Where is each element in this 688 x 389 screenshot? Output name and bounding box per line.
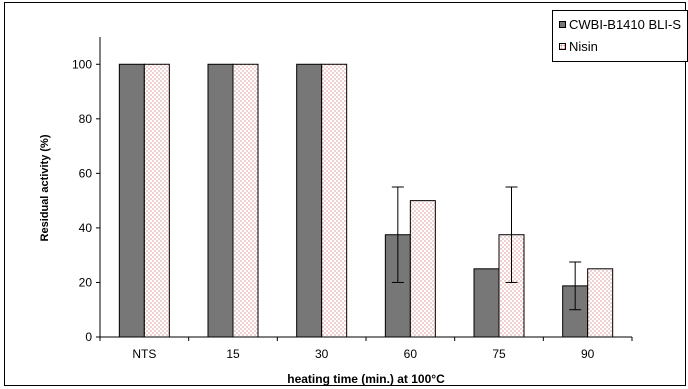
legend-swatch-series-1: [559, 21, 566, 28]
x-tick-label: 60: [404, 347, 418, 361]
y-tick-label: 20: [79, 275, 93, 289]
x-tick-label: 15: [226, 347, 240, 361]
y-tick-label: 0: [85, 330, 92, 344]
bar-series-2-60: [409, 200, 436, 338]
bar-series-2-30: [321, 63, 348, 338]
bar-series-1-15: [207, 63, 234, 338]
x-tick-label: 90: [581, 347, 595, 361]
y-tick-label: 80: [79, 112, 93, 126]
bar-series-1-NTS: [118, 63, 145, 338]
legend-item-series-1: CWBI-B1410 BLI-S: [559, 17, 681, 32]
y-axis-label: Residual activity (%): [39, 134, 51, 241]
legend-label-series-1: CWBI-B1410 BLI-S: [569, 17, 681, 32]
x-axis-label: heating time (min.) at 100°C: [287, 372, 445, 386]
y-tick-label: 60: [79, 166, 93, 180]
bar-series-1-30: [296, 63, 323, 338]
x-tick-label: 75: [492, 347, 506, 361]
legend: CWBI-B1410 BLI-S Nisin: [552, 10, 688, 62]
y-tick-label: 100: [72, 57, 92, 71]
bar-series-2-NTS: [143, 63, 170, 338]
legend-item-series-2: Nisin: [559, 39, 598, 54]
legend-label-series-2: Nisin: [569, 39, 598, 54]
bar-series-1-75: [473, 268, 500, 338]
bar-series-2-15: [232, 63, 259, 338]
legend-swatch-series-2: [559, 43, 566, 50]
x-tick-label: NTS: [132, 347, 156, 361]
bar-series-2-90: [587, 268, 614, 338]
x-tick-label: 30: [315, 347, 329, 361]
y-tick-label: 40: [79, 221, 93, 235]
